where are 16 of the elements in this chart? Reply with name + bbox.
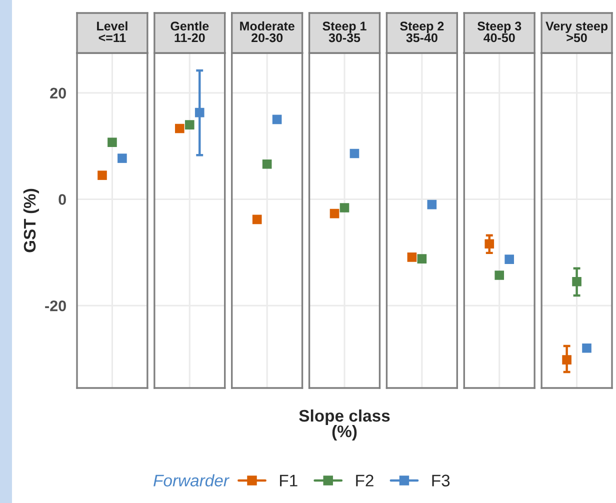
x-tick-label: Very steep >50 [546, 22, 608, 42]
y-tick-label: -20 [45, 300, 66, 312]
x-tick-label: Steep 3 40-50 [477, 22, 522, 42]
legend-label: F3 [432, 474, 450, 486]
x-tick-label: Gentle 11-20 [170, 21, 209, 42]
x-tick-label: Steep 1 30-35 [322, 22, 366, 42]
x-tick-label: Steep 2 35-40 [400, 22, 444, 42]
legend-label: F2 [356, 474, 374, 486]
y-axis-title: GST (%) [23, 188, 39, 252]
legend-label: F1 [280, 474, 298, 486]
y-tick-label: 0 [58, 194, 66, 205]
y-tick-label: 20 [50, 88, 66, 99]
x-axis-title: Slope class (%) [299, 409, 390, 441]
x-tick-label: Moderate 20-30 [240, 21, 294, 42]
legend-title: Forwarder [154, 474, 230, 486]
x-tick-label: Level <=11 [97, 21, 128, 42]
